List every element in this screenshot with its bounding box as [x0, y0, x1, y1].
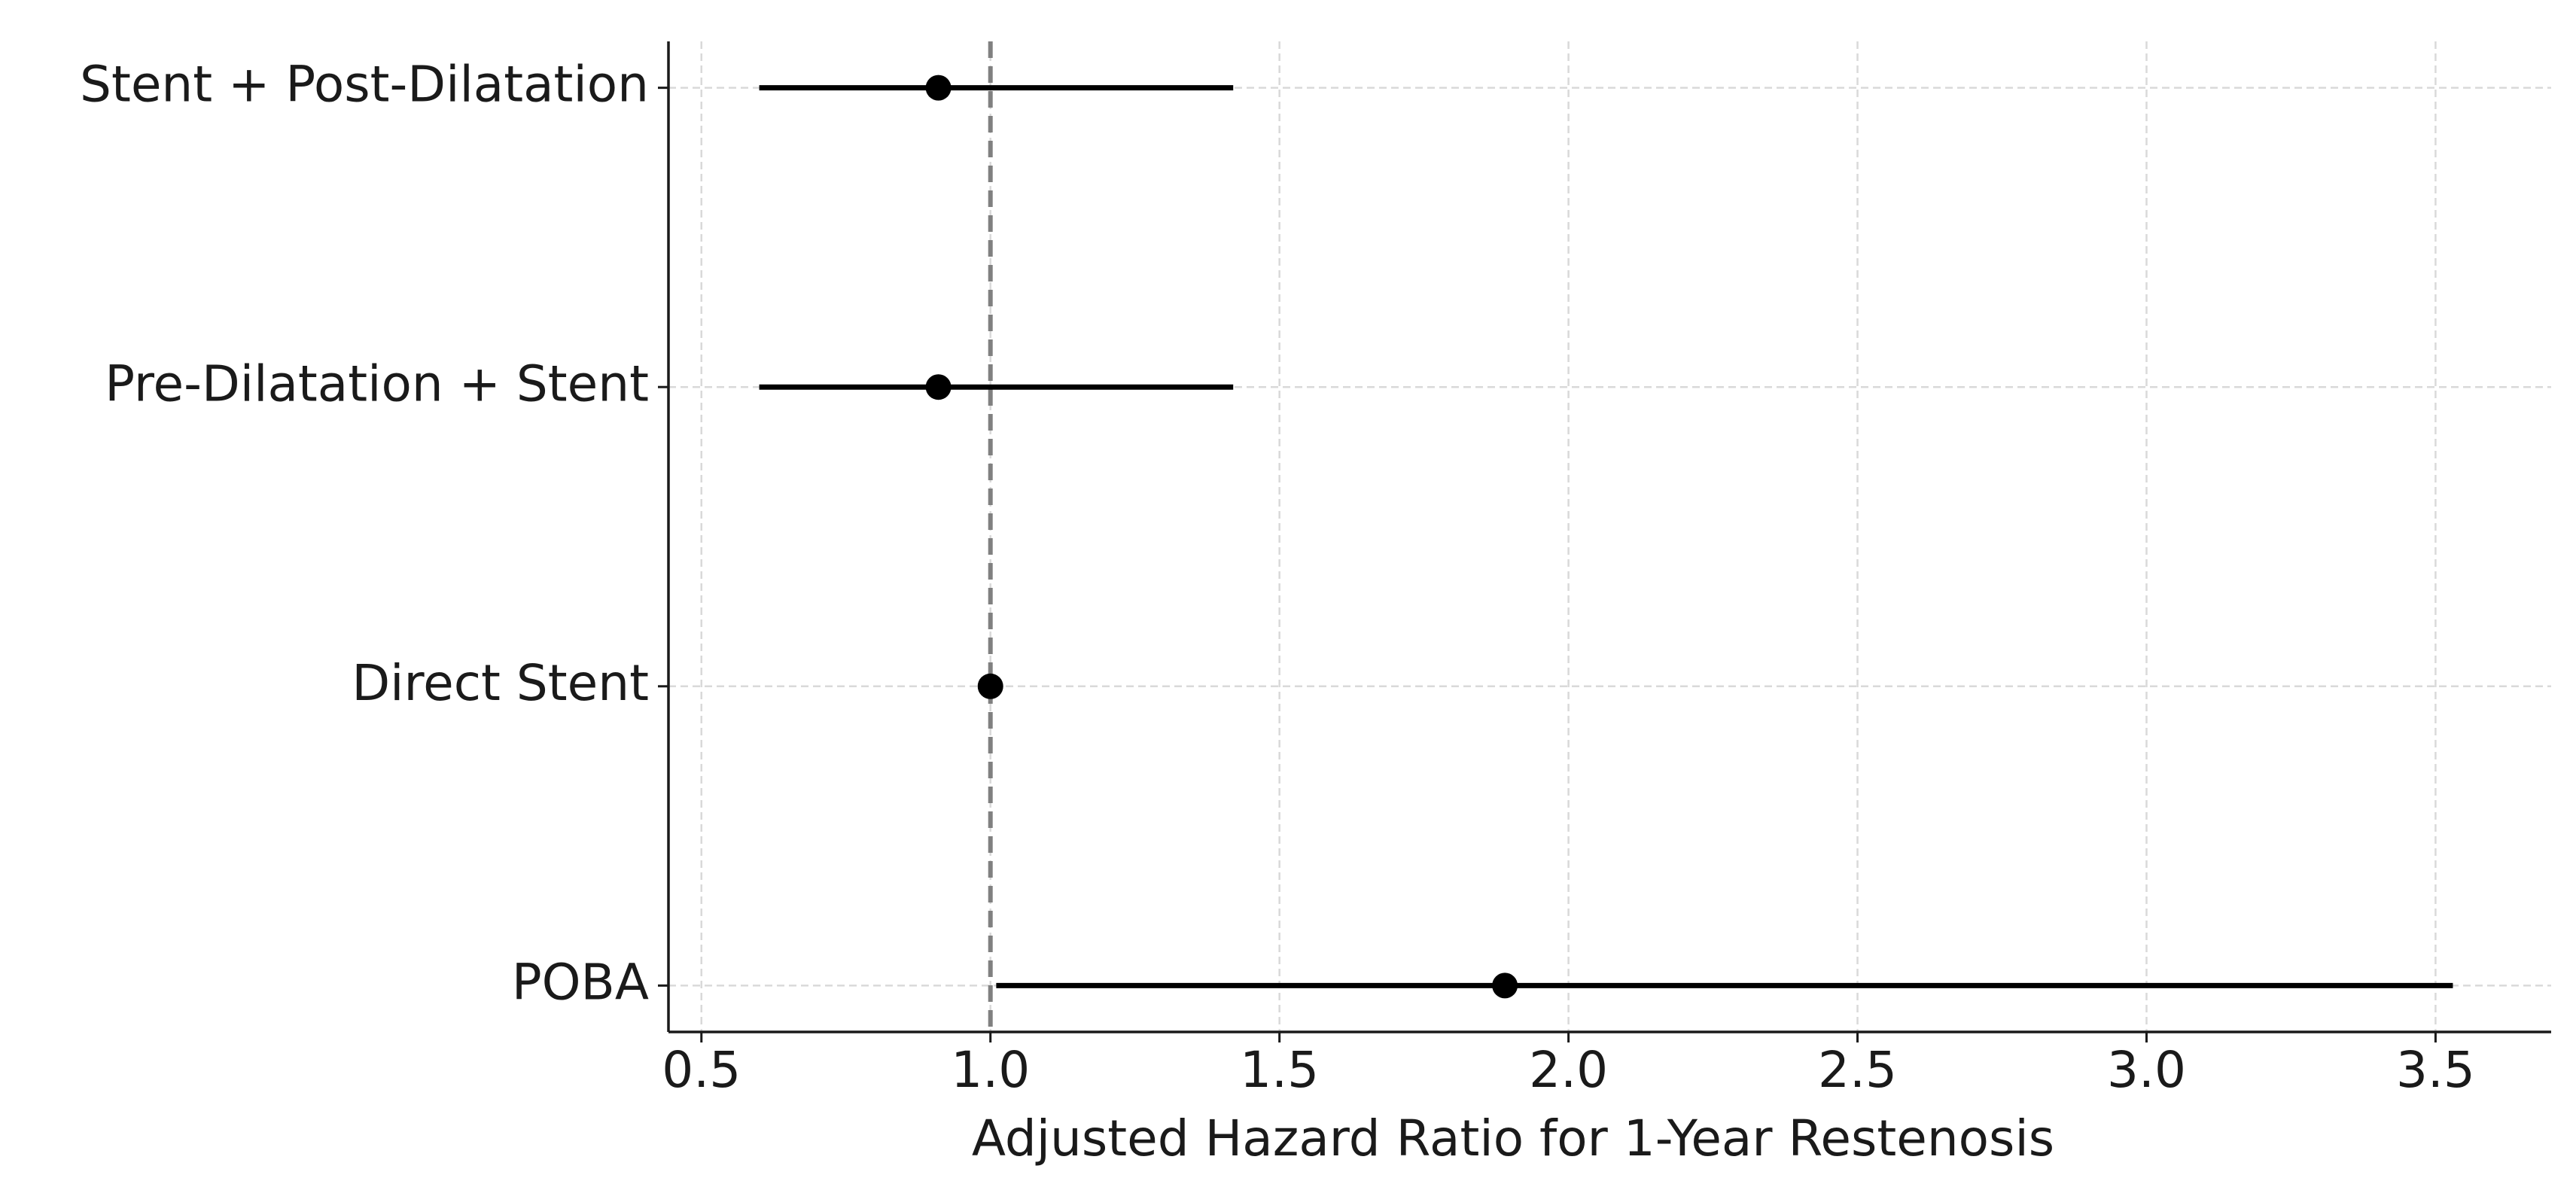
y-tick-label: Direct Stent [352, 654, 649, 712]
x-tick-label: 2.5 [1818, 1041, 1897, 1099]
x-tick-label: 3.5 [2396, 1041, 2475, 1099]
point-estimate [977, 673, 1003, 699]
x-tick-label: 2.0 [1529, 1041, 1608, 1099]
point-estimate [1492, 972, 1518, 999]
point-estimate [925, 374, 952, 400]
y-tick-label: Pre-Dilatation + Stent [105, 355, 649, 412]
x-axis-label: Adjusted Hazard Ratio for 1-Year Resteno… [972, 1109, 2054, 1167]
x-tick-label: 1.5 [1240, 1041, 1319, 1099]
x-tick-label: 3.0 [2107, 1041, 2186, 1099]
y-tick-label: POBA [512, 953, 649, 1011]
x-tick-label: 0.5 [662, 1041, 741, 1099]
y-tick-label: Stent + Post-Dilatation [80, 56, 649, 114]
x-tick-label: 1.0 [951, 1041, 1030, 1099]
point-estimate [925, 75, 952, 101]
